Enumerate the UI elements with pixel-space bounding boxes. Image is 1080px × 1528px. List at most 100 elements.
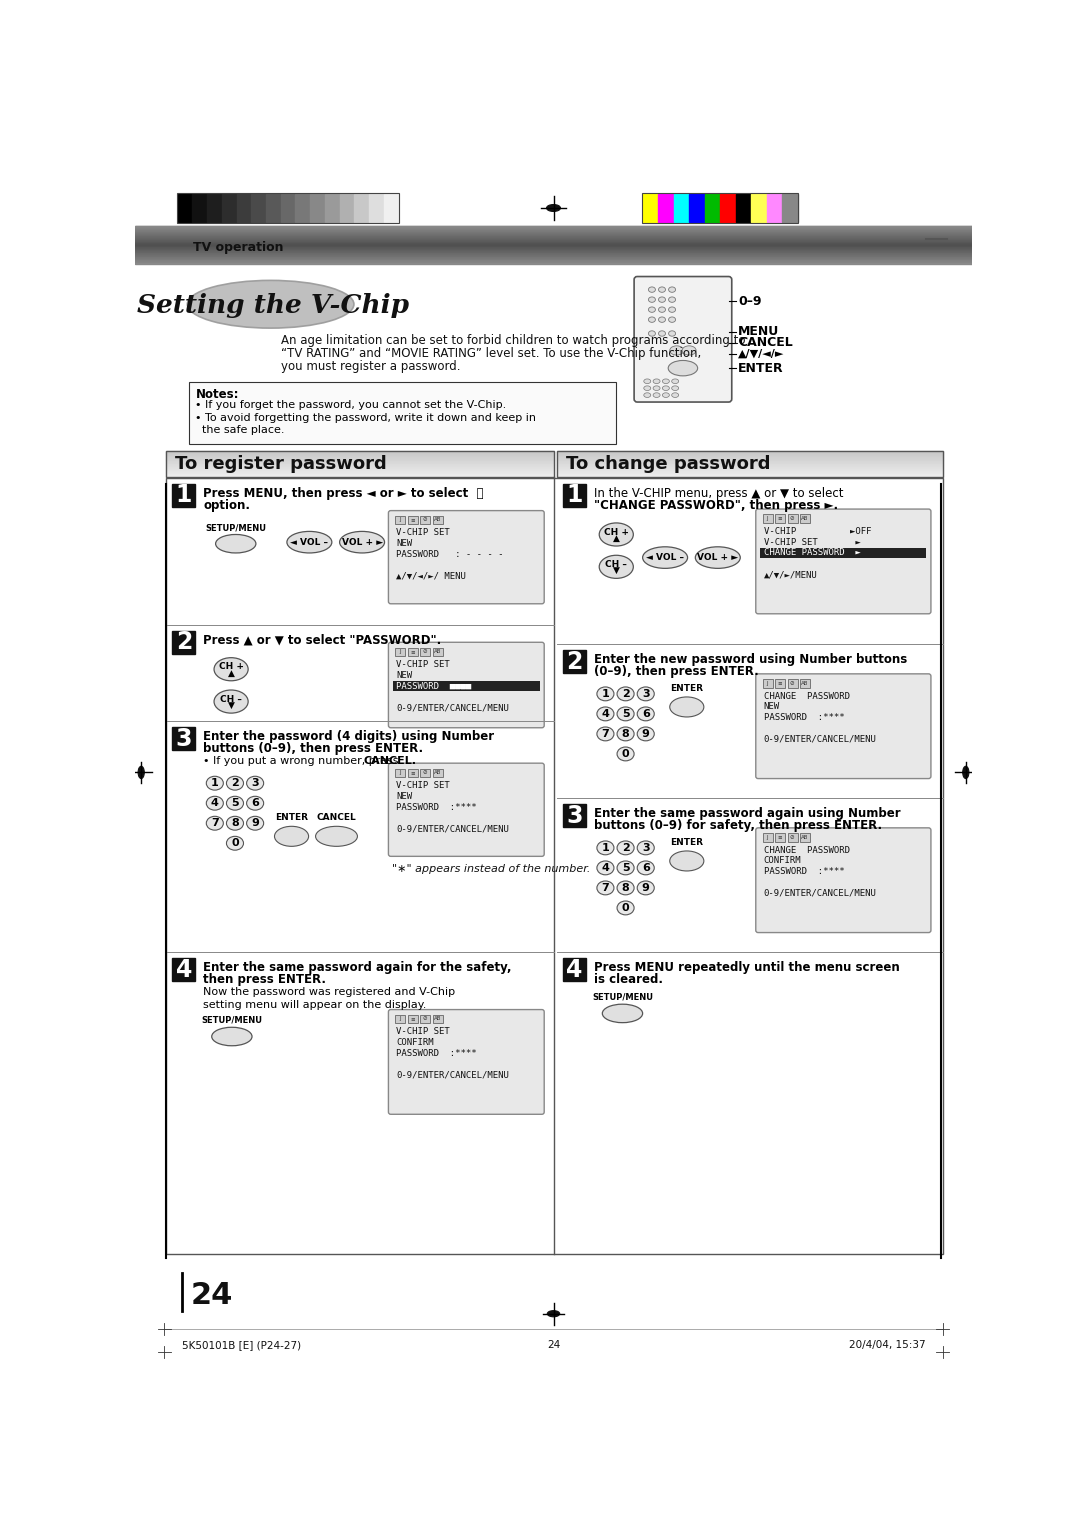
Text: "∗" appears instead of the number.: "∗" appears instead of the number. <box>392 863 591 874</box>
Bar <box>762 515 773 523</box>
Ellipse shape <box>648 332 656 336</box>
Bar <box>563 649 586 672</box>
Text: ⊘: ⊘ <box>422 518 428 523</box>
Text: 5: 5 <box>622 863 630 872</box>
Text: 7: 7 <box>602 729 609 740</box>
Ellipse shape <box>669 296 676 303</box>
Text: VOL + ►: VOL + ► <box>698 553 739 562</box>
Text: ▼: ▼ <box>228 701 234 711</box>
Text: • If you forget the password, you cannot set the V-Chip.: • If you forget the password, you cannot… <box>195 400 507 411</box>
Bar <box>787 515 798 523</box>
Text: 0: 0 <box>231 839 239 848</box>
Bar <box>207 194 221 222</box>
Text: ▲/▼/◄/►/ MENU: ▲/▼/◄/►/ MENU <box>396 571 467 581</box>
Ellipse shape <box>548 1311 559 1317</box>
Ellipse shape <box>617 727 634 741</box>
Text: AB: AB <box>433 1016 441 1021</box>
Text: 1: 1 <box>211 778 218 788</box>
Ellipse shape <box>214 657 248 681</box>
Ellipse shape <box>648 296 656 303</box>
Text: Press MENU repeatedly until the menu screen: Press MENU repeatedly until the menu scr… <box>594 961 900 973</box>
Bar <box>775 833 785 842</box>
Ellipse shape <box>672 379 678 384</box>
Ellipse shape <box>212 1027 252 1045</box>
Ellipse shape <box>597 688 613 701</box>
Text: ▼: ▼ <box>612 567 620 575</box>
Bar <box>339 194 354 222</box>
Text: 0-9/ENTER/CANCEL/MENU: 0-9/ENTER/CANCEL/MENU <box>396 824 509 833</box>
Bar <box>787 680 798 688</box>
Bar <box>800 833 810 842</box>
Text: 5: 5 <box>231 798 239 808</box>
Text: 4: 4 <box>602 863 609 872</box>
Text: J: J <box>767 680 768 686</box>
Bar <box>281 194 296 222</box>
Ellipse shape <box>637 688 654 701</box>
Bar <box>563 484 586 507</box>
Bar <box>408 1015 418 1024</box>
Ellipse shape <box>669 287 676 292</box>
Text: In the V-CHIP menu, press ▲ or ▼ to select: In the V-CHIP menu, press ▲ or ▼ to sele… <box>594 487 843 500</box>
Text: 7: 7 <box>211 817 218 828</box>
Ellipse shape <box>670 697 704 717</box>
Text: you must register a password.: you must register a password. <box>281 359 460 373</box>
Bar <box>704 194 720 222</box>
Bar <box>556 451 943 477</box>
FancyBboxPatch shape <box>756 674 931 779</box>
Text: 2: 2 <box>176 630 192 654</box>
Text: 3: 3 <box>642 689 649 698</box>
Text: 0: 0 <box>622 903 630 912</box>
Text: ENTER: ENTER <box>671 685 703 694</box>
Ellipse shape <box>637 727 654 741</box>
Text: CH –: CH – <box>220 695 242 704</box>
Ellipse shape <box>187 280 354 329</box>
Bar <box>751 194 767 222</box>
Ellipse shape <box>246 816 264 830</box>
Bar <box>775 680 785 688</box>
Text: V-CHIP          ►OFF: V-CHIP ►OFF <box>764 527 872 536</box>
Text: 9: 9 <box>642 883 650 892</box>
Text: ≡: ≡ <box>410 770 415 775</box>
Text: SETUP/MENU: SETUP/MENU <box>201 1016 262 1025</box>
Bar <box>762 833 773 842</box>
Ellipse shape <box>617 902 634 915</box>
Text: • If you put a wrong number, press: • If you put a wrong number, press <box>203 756 402 766</box>
Bar <box>237 194 252 222</box>
Text: 3: 3 <box>566 804 583 828</box>
Text: CONFIRM: CONFIRM <box>764 857 801 865</box>
Text: PASSWORD  ■■■■: PASSWORD ■■■■ <box>396 681 472 691</box>
Text: 0–9: 0–9 <box>738 295 761 307</box>
Ellipse shape <box>637 707 654 721</box>
FancyBboxPatch shape <box>389 762 544 856</box>
Ellipse shape <box>617 747 634 761</box>
Text: ENTER: ENTER <box>275 813 308 822</box>
Text: 1: 1 <box>602 843 609 853</box>
Text: V-CHIP SET: V-CHIP SET <box>396 660 450 669</box>
Ellipse shape <box>670 345 684 354</box>
Text: 4: 4 <box>602 709 609 718</box>
Text: ≡: ≡ <box>410 649 415 654</box>
Text: NEW: NEW <box>764 703 780 712</box>
Ellipse shape <box>670 851 704 871</box>
Text: CH +: CH + <box>604 527 629 536</box>
Text: ◄ VOL –: ◄ VOL – <box>291 538 328 547</box>
Ellipse shape <box>597 882 613 895</box>
FancyBboxPatch shape <box>389 510 544 604</box>
Ellipse shape <box>659 316 665 322</box>
Text: ▲: ▲ <box>228 669 234 677</box>
Bar <box>252 194 266 222</box>
Text: PASSWORD  :****: PASSWORD :**** <box>764 868 845 876</box>
Text: ▲: ▲ <box>612 533 620 542</box>
Ellipse shape <box>216 535 256 553</box>
Bar <box>177 194 400 223</box>
Bar <box>395 769 405 778</box>
Bar <box>172 727 195 750</box>
Text: CANCEL: CANCEL <box>316 813 356 822</box>
Ellipse shape <box>653 387 660 391</box>
Text: Setting the V-Chip: Setting the V-Chip <box>137 292 409 318</box>
Text: ◄ VOL –: ◄ VOL – <box>646 553 684 562</box>
Ellipse shape <box>599 555 633 579</box>
Bar <box>383 194 399 222</box>
Text: Press MENU, then press ◄ or ► to select  ⓢ: Press MENU, then press ◄ or ► to select … <box>203 487 484 500</box>
Text: 7: 7 <box>602 883 609 892</box>
